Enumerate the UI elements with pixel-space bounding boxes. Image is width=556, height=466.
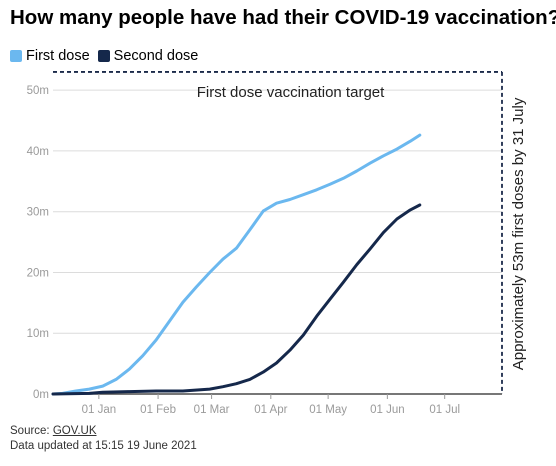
y-tick-label: 10m <box>27 328 49 340</box>
legend: First dose Second dose <box>10 48 206 64</box>
x-tick-label: 01 Jan <box>82 404 117 416</box>
y-tick-label: 0m <box>33 389 49 401</box>
chart-title: How many people have had their COVID-19 … <box>10 6 556 29</box>
chart-svg: 0m 10m 20m 30m 40m 50m 01 Jan 01 Feb 01 Mar 01 Ap… <box>27 71 527 416</box>
y-tick-label: 20m <box>27 267 49 279</box>
updated-text: Data updated at 15:15 19 June 2021 <box>10 440 197 452</box>
y-tick-label: 40m <box>27 146 49 158</box>
x-tick-label: 01 Mar <box>194 404 230 416</box>
x-tick-label: 01 May <box>309 404 347 416</box>
legend-swatch-second-dose <box>97 50 110 62</box>
y-tick-label: 50m <box>27 85 49 97</box>
legend-swatch-first-dose <box>10 50 22 62</box>
x-tick-label: 01 Apr <box>254 404 287 416</box>
legend-item-second-dose: Second dose <box>97 48 199 64</box>
x-tick-label: 01 Jul <box>429 404 460 416</box>
legend-label-second-dose: Second dose <box>113 48 199 64</box>
y-tick-label: 30m <box>27 207 49 219</box>
legend-item-first-dose: First dose <box>10 48 90 64</box>
footer: Source: GOV.UK Data updated at 15:15 19 … <box>10 424 197 454</box>
x-tick-label: 01 Feb <box>140 404 176 416</box>
series-line-second-dose <box>51 203 422 396</box>
target-label: First dose vaccination target <box>197 84 385 101</box>
series-line-first-dose <box>51 133 422 396</box>
legend-label-first-dose: First dose <box>26 48 90 64</box>
source-link[interactable]: GOV.UK <box>52 425 97 437</box>
deadline-label: Approximately 53m first doses by 31 July <box>510 97 527 370</box>
source-prefix: Source: <box>10 425 53 437</box>
source-line: Source: GOV.UK <box>10 424 197 439</box>
x-tick-label: 01 Jun <box>370 404 405 416</box>
